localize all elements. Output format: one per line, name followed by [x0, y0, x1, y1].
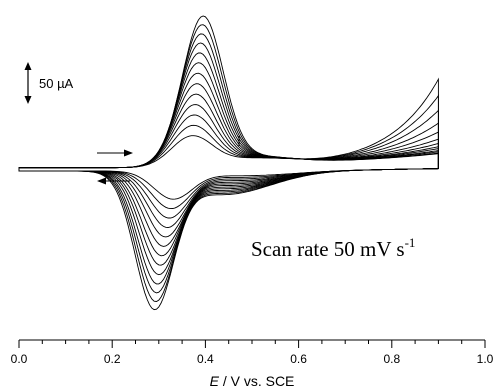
- x-tick-label: 0.6: [290, 352, 307, 366]
- scan-direction-arrows: [97, 136, 240, 185]
- cv-cycle-4: [18, 104, 439, 228]
- cv-cycle-13: [18, 15, 439, 311]
- x-axis-label-unit: / V vs. SCE: [219, 373, 294, 389]
- scan-rate-superscript: -1: [405, 235, 416, 250]
- cv-cycle-1: [18, 77, 439, 200]
- scan-rate-annotation: Scan rate 50 mV s-1: [251, 235, 415, 261]
- scale-bar-arrow-bottom: [24, 96, 32, 104]
- scale-bar-label: 50 µA: [39, 76, 74, 91]
- x-axis-label: E / V vs. SCE: [210, 373, 295, 389]
- x-tick-label: 0.8: [383, 352, 400, 366]
- scale-bar-arrow-top: [24, 62, 32, 70]
- x-tick-label: 0.4: [197, 352, 214, 366]
- forward-arrow-head: [124, 149, 133, 157]
- x-tick-label: 0.0: [11, 352, 28, 366]
- reverse-arrow-head: [97, 177, 106, 185]
- scan-rate-text: Scan rate 50 mV s: [251, 237, 405, 261]
- x-tick-label: 0.2: [104, 352, 121, 366]
- x-tick-label: 1.0: [477, 352, 494, 366]
- current-scale-bar: 50 µA: [24, 62, 74, 104]
- x-axis-label-symbol: E: [210, 373, 220, 389]
- cv-curves: [18, 15, 439, 311]
- x-axis: 0.0 0.2 0.4 0.6 0.8 1.0: [11, 339, 494, 366]
